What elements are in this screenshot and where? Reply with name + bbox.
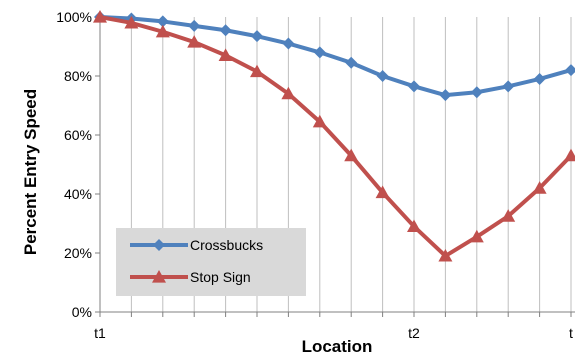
data-point — [376, 70, 389, 82]
gridlines — [130, 17, 572, 312]
data-point — [93, 10, 107, 23]
data-point — [533, 72, 546, 85]
legend-label: Stop Sign — [190, 269, 251, 285]
data-point — [187, 35, 202, 48]
data-point — [282, 37, 295, 50]
data-point — [312, 114, 327, 128]
y-tick-label: 40% — [64, 186, 92, 202]
data-point — [156, 15, 169, 28]
y-tick-label: 80% — [64, 68, 92, 84]
y-tick-label: 100% — [56, 9, 92, 25]
data-point — [565, 64, 575, 77]
data-point — [438, 248, 453, 262]
data-point — [155, 24, 170, 38]
data-point — [313, 46, 326, 59]
data-point — [470, 86, 483, 99]
series-crossbucks — [94, 11, 575, 102]
x-tick-label: t1 — [94, 325, 106, 341]
data-point — [502, 80, 515, 93]
x-tick-labels: t1 t2 t — [94, 325, 573, 341]
data-point — [375, 185, 390, 199]
legend: Crossbucks Stop Sign — [116, 228, 306, 296]
data-point — [408, 80, 420, 93]
y-tick-label: 60% — [64, 127, 92, 143]
data-point — [219, 24, 232, 37]
data-point — [501, 209, 516, 222]
series-line — [99, 15, 572, 98]
data-point — [124, 15, 139, 29]
data-point — [564, 148, 575, 162]
x-tick-label: t2 — [408, 325, 420, 341]
y-axis-title: Percent Entry Speed — [21, 89, 40, 255]
x-axis-title: Location — [302, 337, 373, 356]
data-point — [344, 148, 359, 162]
y-tick-label: 0% — [72, 304, 92, 320]
legend-marker — [152, 270, 166, 283]
data-point — [345, 56, 358, 69]
data-point — [250, 64, 264, 78]
legend-box — [116, 228, 306, 296]
y-tick-label: 20% — [64, 245, 92, 261]
data-point — [251, 30, 263, 43]
data-point — [469, 229, 484, 243]
series-line — [99, 15, 573, 258]
data-point — [188, 19, 201, 32]
y-tick-labels: 0% 20% 40% 60% 80% 100% — [56, 9, 92, 320]
data-point — [407, 219, 421, 233]
series-stop-sign — [93, 10, 575, 262]
data-point — [218, 48, 233, 61]
series — [93, 10, 575, 262]
x-tick-label: t — [569, 325, 573, 341]
data-point — [439, 89, 452, 102]
legend-marker — [153, 239, 165, 251]
data-point — [281, 86, 296, 100]
data-point — [532, 181, 547, 194]
legend-label: Crossbucks — [190, 237, 263, 253]
